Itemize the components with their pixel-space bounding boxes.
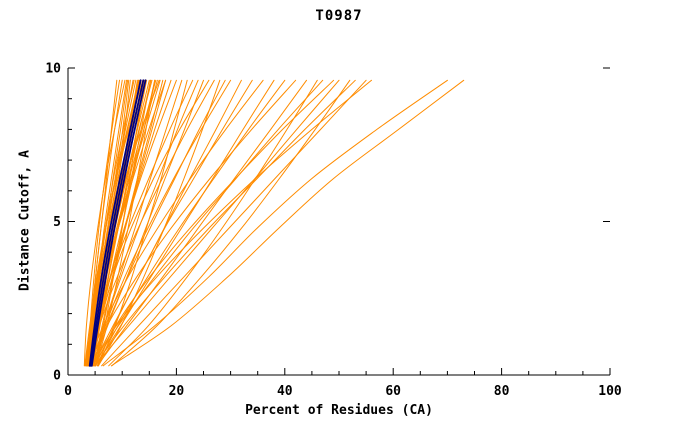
chart-title: T0987 — [315, 8, 363, 24]
x-tick-label: 0 — [64, 384, 72, 399]
x-tick-label: 60 — [385, 384, 401, 399]
y-axis-label: Distance Cutoff, A — [17, 150, 33, 291]
y-tick-label: 10 — [45, 62, 61, 77]
y-tick-label: 5 — [53, 215, 61, 230]
x-axis-label: Percent of Residues (CA) — [245, 403, 433, 418]
x-tick-label: 80 — [494, 384, 510, 399]
x-tick-label: 100 — [598, 384, 622, 399]
y-tick-label: 0 — [53, 369, 61, 384]
x-tick-label: 40 — [277, 384, 293, 399]
x-tick-label: 20 — [169, 384, 185, 399]
